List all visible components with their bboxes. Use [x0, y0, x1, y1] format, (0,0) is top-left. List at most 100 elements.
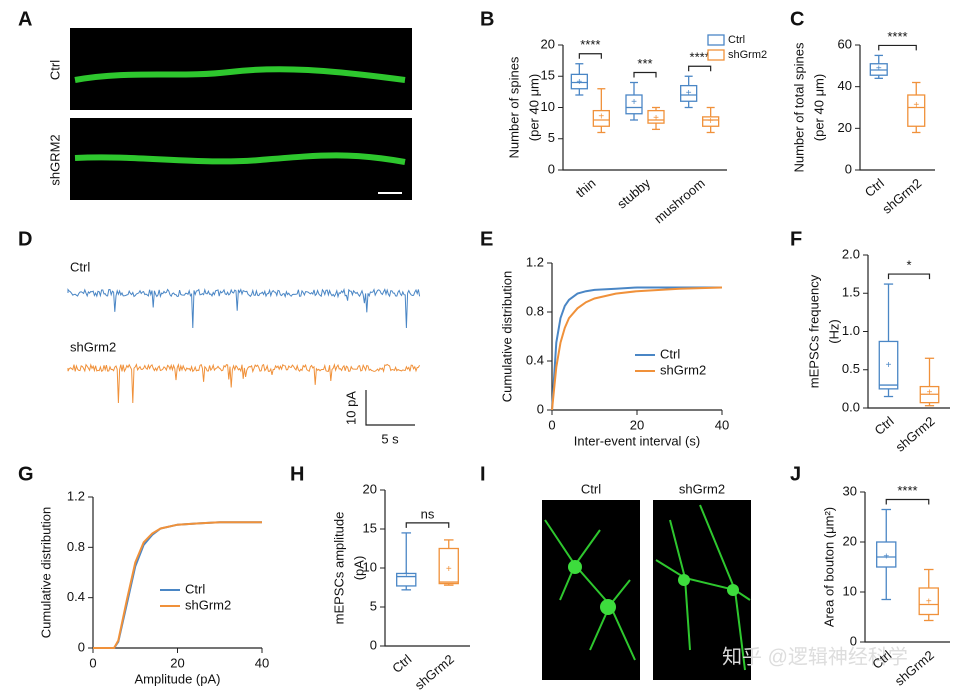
y-tick-label: 30: [843, 483, 857, 498]
x-axis-label: Inter-event interval (s): [574, 433, 700, 448]
y-tick-label: 0: [537, 401, 544, 416]
x-tick-label: Ctrl: [872, 413, 897, 438]
series-line: [93, 521, 262, 649]
panel-label: E: [480, 228, 493, 250]
significance-bracket: [885, 498, 930, 505]
y-tick-label: 40: [838, 78, 852, 93]
legend-label: shGrm2: [728, 49, 767, 61]
x-tick-label: Ctrl: [389, 651, 414, 676]
watermark: 知乎 @逻辑神经科学: [722, 645, 908, 668]
y-tick-label: 0.4: [526, 352, 544, 367]
legend-label: Ctrl: [185, 581, 205, 596]
y-tick-label: 0: [548, 161, 555, 176]
y-axis-label: mEPSCs amplitude: [331, 512, 346, 625]
box-mean: +: [927, 387, 933, 398]
x-tick-label: 20: [170, 655, 184, 670]
y-tick-label: 0.4: [67, 589, 85, 604]
box: [625, 94, 643, 115]
box-mean: +: [631, 97, 637, 108]
significance-label: ****: [580, 37, 600, 52]
x-tick-label: shGrm2: [412, 651, 457, 692]
box: [878, 340, 899, 390]
x-axis-label: Amplitude (pA): [135, 671, 221, 686]
legend-swatch: [707, 49, 725, 61]
significance-label: ****: [897, 483, 917, 498]
image-label: Ctrl: [581, 481, 601, 496]
y-axis-label: Cumulative distribution: [38, 507, 53, 639]
soma: [678, 574, 690, 586]
panel-label: F: [790, 228, 802, 250]
x-tick-label: shGrm2: [879, 175, 924, 216]
soma: [727, 584, 739, 596]
y-tick-label: 1.2: [67, 488, 85, 503]
series-line: [93, 521, 262, 649]
y-tick-label: 20: [838, 120, 852, 135]
box-mean: +: [883, 552, 889, 563]
trace-label: shGrm2: [70, 339, 116, 354]
significance-bracket: [887, 273, 931, 280]
axis-line: [551, 263, 722, 411]
y-tick-label: 15: [363, 520, 377, 535]
panel-label: J: [790, 463, 801, 485]
box: [876, 541, 897, 568]
box-mean: +: [708, 116, 714, 127]
box-mean: +: [913, 100, 919, 111]
panel-label: D: [18, 228, 32, 250]
significance-bracket: [633, 71, 657, 78]
significance-label: ****: [690, 50, 710, 65]
box-mean: +: [403, 569, 409, 580]
legend-label: Ctrl: [728, 34, 745, 46]
y-axis-label: Number of total spines: [791, 42, 806, 173]
scale-label: 5 s: [381, 431, 399, 446]
y-tick-label: 10: [363, 559, 377, 574]
panel-label: H: [290, 463, 304, 485]
y-tick-label: 1.2: [526, 254, 544, 269]
box-mean: +: [886, 360, 892, 371]
series-line: [551, 286, 723, 411]
y-axis-label: (per 40 μm): [526, 74, 541, 141]
box-mean: +: [653, 113, 659, 124]
box: [918, 587, 939, 616]
y-axis-label: (per 40 μm): [811, 74, 826, 141]
box: [702, 116, 720, 127]
y-tick-label: 0.5: [842, 361, 860, 376]
significance-bracket: [578, 53, 602, 59]
y-tick-label: 0: [78, 639, 85, 654]
x-tick-label: 40: [255, 655, 269, 670]
x-tick-label: Ctrl: [862, 175, 887, 200]
y-tick-label: 1.0: [842, 323, 860, 338]
x-tick-label: 20: [630, 417, 644, 432]
panel-label: G: [18, 463, 34, 485]
y-axis-label: Cumulative distribution: [499, 271, 514, 403]
y-tick-label: 0.8: [526, 303, 544, 318]
box: [570, 73, 588, 90]
scale-label: 10 pA: [343, 391, 358, 425]
x-tick-label: 40: [715, 417, 729, 432]
micrograph: [542, 500, 640, 680]
y-tick-label: 0.0: [842, 399, 860, 414]
box-mean: +: [876, 64, 882, 75]
y-tick-label: 0: [845, 161, 852, 176]
y-axis-label: (pA): [351, 556, 366, 581]
y-tick-label: 5: [548, 130, 555, 145]
dendrite: [74, 152, 406, 165]
significance-bracket: [688, 65, 712, 72]
box-mean: +: [686, 88, 692, 99]
y-axis-label: Number of spines: [506, 56, 521, 158]
y-axis-label: mEPSCs frequency: [806, 274, 821, 388]
significance-bracket: [878, 44, 917, 51]
y-tick-label: 20: [363, 481, 377, 496]
dendrite: [74, 66, 406, 83]
soma: [568, 560, 582, 574]
significance-label: ****: [887, 29, 907, 44]
image-label: Ctrl: [47, 60, 62, 80]
x-tick-label: stubby: [614, 175, 653, 211]
trace-label: Ctrl: [70, 259, 90, 274]
series-line: [551, 286, 722, 411]
y-tick-label: 10: [541, 99, 555, 114]
panel-label: C: [790, 8, 804, 30]
y-tick-label: 5: [370, 598, 377, 613]
y-tick-label: 60: [838, 36, 852, 51]
legend-label: shGrm2: [185, 597, 231, 612]
